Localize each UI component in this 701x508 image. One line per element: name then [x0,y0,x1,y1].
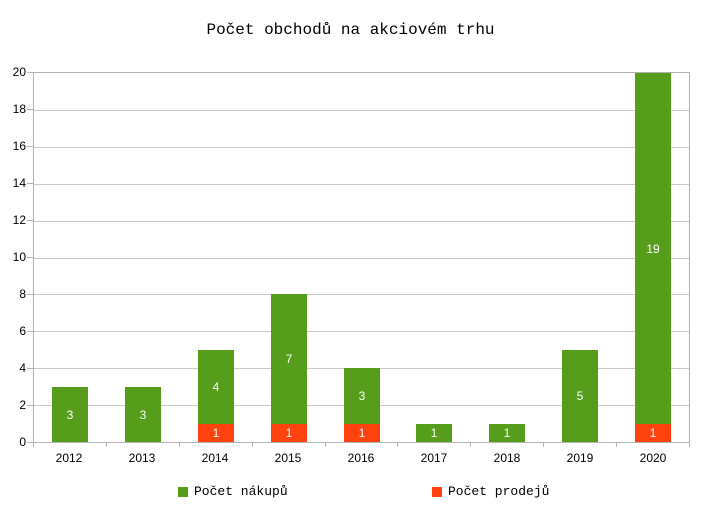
bar-value-label: 1 [212,426,220,440]
y-axis-tick [27,331,33,332]
x-axis-category-label: 2015 [274,451,302,465]
x-axis-tick [470,442,471,447]
bar-value-label: 3 [139,407,147,422]
x-axis-category-label: 2016 [347,451,375,465]
gridline [34,184,689,185]
bar-segment: 1 [271,424,307,442]
x-axis-tick [33,442,34,447]
bar-segment: 7 [271,294,307,424]
chart-title: Počet obchodů na akciovém trhu [206,21,495,39]
y-axis-tick [27,183,33,184]
y-axis-tick-label: 12 [12,213,26,227]
gridline [34,147,689,148]
bar-value-label: 1 [358,426,366,440]
bar-value-label: 7 [285,352,293,366]
x-axis-tick [252,442,253,447]
bar-value-label: 3 [358,389,366,403]
y-axis-tick-label: 8 [19,287,26,301]
bar-segment: 3 [125,387,161,442]
x-axis-category-label: 2018 [493,451,521,465]
y-axis-tick-label: 4 [19,361,26,375]
bar-segment: 1 [344,424,380,442]
bar-segment: 1 [635,424,671,442]
y-axis-tick [27,442,33,443]
x-axis-category-label: 2014 [201,451,229,465]
x-axis-tick [106,442,107,447]
y-axis-tick [27,220,33,221]
gridline [34,294,689,295]
gridline [34,258,689,259]
gridline [34,110,689,111]
bar-value-label: 3 [66,407,74,422]
bar-segment: 3 [344,368,380,424]
bar-value-label: 1 [649,426,657,440]
x-axis-category-label: 2019 [566,451,594,465]
bar-segment: 3 [52,387,88,442]
y-axis-tick [27,405,33,406]
x-axis-tick [179,442,180,447]
bar-segment: 4 [198,350,234,424]
y-axis-tick [27,72,33,73]
y-axis-tick [27,294,33,295]
y-axis-tick [27,368,33,369]
legend-item: Počet prodejů [432,485,549,499]
bar-value-label: 1 [503,426,511,440]
bar-segment: 19 [635,73,671,424]
legend-label: Počet nákupů [194,484,288,499]
bar-segment: 1 [416,424,452,442]
bar-segment: 1 [198,424,234,442]
y-axis-tick-label: 6 [19,324,26,338]
bar-value-label: 4 [212,380,220,394]
legend-swatch [432,487,442,497]
legend-swatch [178,487,188,497]
x-axis-category-label: 2017 [420,451,448,465]
legend-label: Počet prodejů [448,484,550,499]
y-axis-tick [27,257,33,258]
x-axis-tick [616,442,617,447]
y-axis-tick-label: 20 [12,65,26,79]
y-axis-tick-label: 18 [12,102,26,116]
x-axis-tick [397,442,398,447]
legend-item: Počet nákupů [178,485,288,499]
y-axis-tick-label: 10 [12,250,26,264]
bar-segment: 5 [562,350,598,442]
y-axis-tick-label: 0 [19,435,26,449]
x-axis-category-label: 2020 [639,451,667,465]
y-axis-tick [27,109,33,110]
y-axis-tick-label: 16 [12,139,26,153]
bar-value-label: 19 [646,241,660,256]
x-axis-category-label: 2012 [55,451,83,465]
x-axis-tick [325,442,326,447]
x-axis-category-label: 2013 [128,451,156,465]
y-axis-tick-label: 2 [19,398,26,412]
gridline [34,221,689,222]
x-axis-tick [689,442,690,447]
x-axis-tick [543,442,544,447]
bar-value-label: 5 [576,389,584,403]
bar-value-label: 1 [430,426,438,440]
gridline [34,331,689,332]
y-axis-tick [27,146,33,147]
bar-segment: 1 [489,424,525,442]
bar-value-label: 1 [285,426,293,440]
plot-area: 3 3 1 4 1 7 1 3 1 1 5 1 19 [33,72,690,443]
y-axis-tick-label: 14 [12,176,26,190]
